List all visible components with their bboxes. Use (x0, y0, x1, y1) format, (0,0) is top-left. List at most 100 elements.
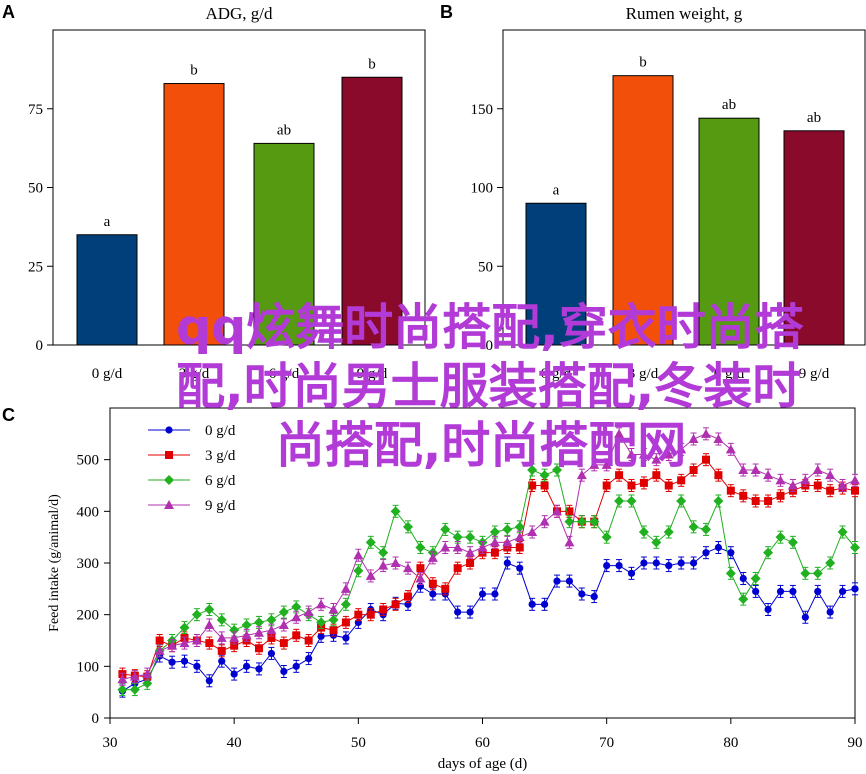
data-point (440, 542, 451, 552)
data-point (814, 587, 822, 596)
data-point (303, 607, 314, 617)
data-point (850, 542, 860, 553)
data-point (191, 609, 202, 620)
data-point (503, 559, 511, 567)
data-point (205, 677, 213, 685)
data-point (838, 587, 847, 596)
data-point (826, 486, 835, 495)
data-point (291, 601, 302, 612)
data-point (129, 671, 140, 681)
data-point (589, 459, 600, 469)
data-point (280, 667, 288, 676)
data-point (179, 622, 190, 633)
data-point (701, 428, 711, 438)
data-point (750, 465, 761, 474)
data-point (452, 532, 463, 543)
data-point (603, 561, 611, 570)
data-point (365, 537, 376, 548)
data-point (775, 475, 786, 485)
data-point (366, 610, 375, 619)
panel-letter: A (2, 2, 15, 22)
data-point (266, 614, 277, 625)
data-point (427, 552, 438, 562)
y-tick-label: 500 (77, 453, 100, 469)
data-point (527, 527, 538, 536)
data-point (489, 527, 500, 537)
significance-label: a (553, 182, 560, 198)
significance-label: b (368, 56, 376, 72)
data-point (428, 579, 437, 588)
data-point (589, 516, 600, 527)
x-category-label: 9 g/d (799, 366, 830, 382)
data-point (415, 542, 426, 553)
data-point (416, 564, 425, 573)
data-point (453, 564, 462, 573)
y-tick-label: 200 (77, 608, 100, 624)
data-point (218, 657, 226, 665)
data-point (254, 627, 264, 637)
y-tick-label: 25 (28, 259, 43, 275)
y-tick-label: 50 (478, 259, 493, 275)
y-tick-label: 100 (77, 659, 100, 675)
data-point (602, 481, 611, 490)
x-tick-label: 90 (848, 735, 863, 751)
data-point (429, 590, 437, 598)
legend: 0 g/d 3 g/d 6 g/d 9 g/d (148, 423, 236, 514)
data-point (639, 478, 648, 487)
data-point (267, 633, 276, 642)
data-point (540, 481, 549, 490)
significance-label: b (190, 63, 198, 79)
data-point (689, 466, 698, 474)
significance-label: ab (807, 110, 821, 126)
legend-marker (165, 426, 173, 434)
data-point (216, 614, 227, 625)
data-point (491, 590, 499, 598)
y-tick-label: 100 (471, 181, 494, 197)
data-point (638, 449, 649, 459)
data-point (775, 532, 786, 543)
significance-label: ab (722, 97, 736, 113)
x-category-label: 6 g/d (269, 366, 300, 382)
x-category-label: 6 g/d (714, 366, 745, 382)
data-point (466, 559, 475, 567)
data-point (752, 587, 760, 596)
data-point (590, 592, 598, 601)
data-point (204, 604, 215, 615)
y-tick-label: 400 (77, 504, 100, 520)
x-tick-label: 70 (599, 735, 614, 751)
data-point (167, 640, 178, 650)
data-point (763, 470, 774, 480)
data-point (230, 670, 238, 678)
data-point (353, 565, 364, 576)
data-point (726, 486, 735, 495)
data-point (750, 573, 761, 584)
data-point (205, 639, 214, 648)
data-point (403, 563, 413, 573)
data-point (340, 583, 351, 593)
data-point (478, 590, 487, 598)
data-point (452, 542, 463, 552)
panel-letter: C (2, 405, 15, 425)
data-point (837, 527, 848, 537)
data-point (267, 649, 276, 658)
data-point (850, 475, 860, 485)
y-tick-label: 0 (36, 338, 44, 354)
data-point (739, 491, 748, 500)
data-point (578, 590, 586, 598)
data-point (229, 632, 240, 642)
y-tick-label: 150 (471, 102, 494, 118)
significance-label: a (104, 214, 111, 230)
data-point (665, 561, 673, 570)
legend-marker (164, 475, 174, 485)
series-0gd (118, 541, 859, 698)
data-point (738, 594, 749, 605)
data-point (415, 573, 426, 583)
y-tick-label: 0 (486, 338, 494, 354)
data-point (552, 506, 562, 516)
data-point (837, 480, 848, 490)
data-point (328, 614, 339, 625)
data-point (180, 657, 189, 665)
data-point (787, 537, 798, 548)
data-point (193, 662, 201, 670)
x-category-label: 0 g/d (541, 366, 572, 382)
